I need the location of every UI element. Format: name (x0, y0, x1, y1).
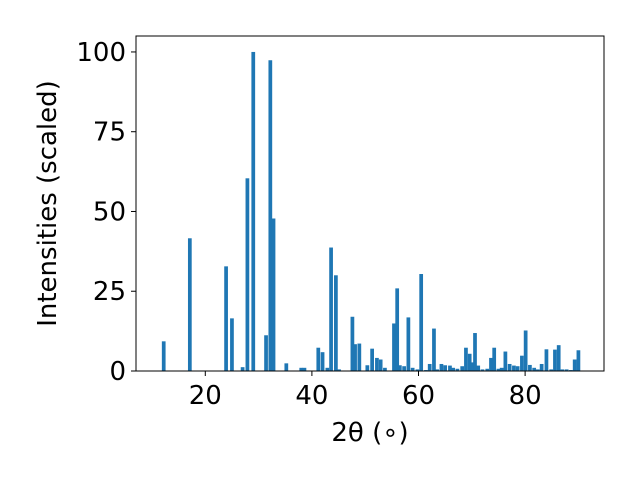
bar (476, 365, 481, 371)
bar (325, 367, 330, 371)
x-tick-label: 20 (189, 381, 222, 411)
bar (489, 357, 493, 371)
bar (370, 348, 374, 371)
bar (378, 359, 383, 371)
bar (485, 368, 490, 371)
bar (467, 353, 472, 371)
x-axis-label: 2θ (∘) (331, 418, 408, 448)
bar (460, 366, 465, 371)
bar (383, 367, 387, 371)
y-axis-label: Intensities (scaled) (33, 80, 63, 327)
bar (523, 330, 528, 371)
x-tick-label: 60 (402, 381, 435, 411)
y-tick-label: 50 (93, 197, 126, 227)
bar (528, 364, 532, 371)
bar (503, 351, 508, 371)
bar (553, 349, 557, 371)
x-tick-label: 80 (509, 381, 542, 411)
bar (544, 349, 549, 371)
bar (230, 318, 234, 371)
bar (320, 352, 325, 371)
bar (316, 347, 321, 371)
bar (512, 365, 516, 371)
bar (564, 369, 569, 371)
bar (187, 238, 192, 371)
bar (480, 369, 485, 371)
bar (251, 51, 256, 371)
bar (556, 345, 561, 371)
bar (395, 288, 400, 371)
bar (455, 368, 460, 371)
bar (284, 363, 289, 371)
bar (432, 328, 436, 371)
bar (302, 367, 307, 371)
bar (492, 347, 497, 371)
bar (402, 366, 406, 371)
bar (365, 365, 370, 371)
ticks: 20 40 60 80 0 25 50 75 100 (76, 38, 541, 411)
bar (224, 266, 228, 371)
y-tick-label: 25 (93, 277, 126, 307)
bar (375, 357, 379, 371)
bar (439, 363, 444, 371)
bar (240, 367, 245, 371)
bar (410, 367, 415, 371)
bar (337, 369, 341, 371)
bar (448, 365, 452, 371)
bar (353, 344, 357, 371)
bar (507, 363, 512, 371)
bar (419, 274, 424, 371)
bar (264, 335, 268, 371)
bar (515, 366, 520, 371)
bar (392, 323, 396, 371)
bars (161, 51, 581, 371)
bar (406, 317, 411, 371)
bar (532, 367, 537, 371)
bar (549, 369, 554, 371)
bar (299, 367, 304, 371)
bar (520, 355, 524, 371)
bar (473, 333, 477, 371)
y-tick-label: 0 (109, 357, 126, 387)
bar (464, 347, 468, 371)
bar (435, 369, 440, 371)
x-tick-label: 40 (295, 381, 328, 411)
bar (499, 367, 504, 371)
bar (397, 365, 402, 371)
bar (496, 368, 501, 371)
y-tick-label: 100 (76, 38, 126, 68)
bar (271, 218, 276, 371)
bar (415, 369, 420, 371)
bar (443, 365, 448, 371)
bar (245, 178, 250, 371)
bar (357, 343, 362, 371)
bar (470, 362, 475, 371)
bar (576, 350, 581, 371)
bar (350, 316, 355, 371)
bar (268, 60, 273, 371)
bar (334, 275, 338, 371)
bar (161, 341, 166, 371)
bar (539, 363, 544, 371)
bar (572, 359, 577, 371)
bar (536, 369, 540, 371)
bar (560, 369, 565, 371)
bar (427, 363, 432, 371)
bar (329, 247, 333, 371)
plot-frame (135, 35, 605, 372)
y-tick-label: 75 (93, 118, 126, 148)
bar (451, 367, 456, 371)
